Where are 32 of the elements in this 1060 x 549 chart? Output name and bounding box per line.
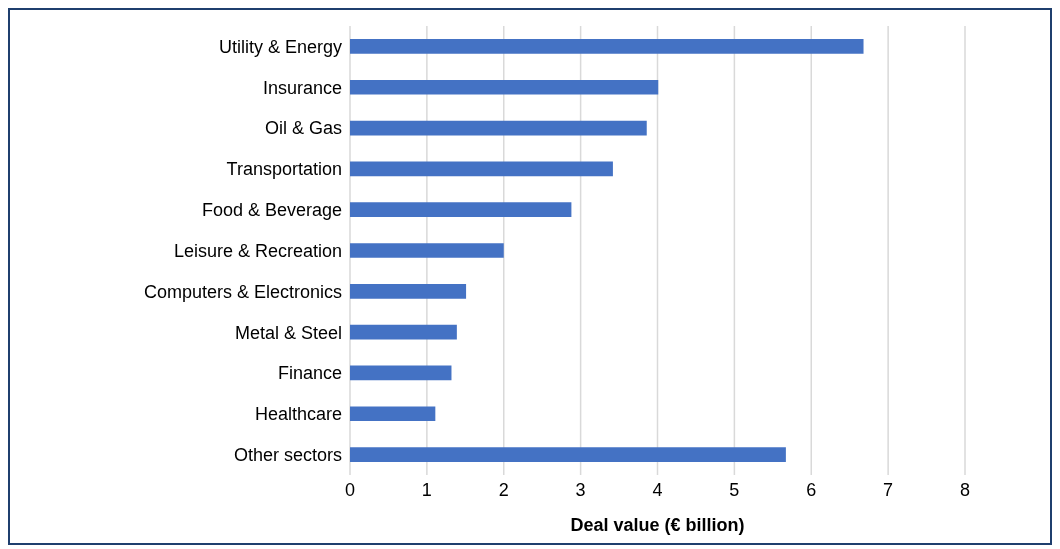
x-tick-label: 0 [344,479,356,500]
y-tick-label: Oil & Gas [264,118,342,139]
x-tick-label: 5 [729,479,740,500]
bar [350,365,452,381]
x-tick-label: 7 [883,479,894,500]
bar [350,283,467,299]
bar [350,120,647,136]
x-tick-label: 3 [575,479,586,500]
bar [350,39,864,54]
x-tick-label: 2 [498,479,509,500]
bar [350,406,436,422]
y-tick-label: Utility & Energy [218,36,342,57]
y-tick-label: Other sectors [233,444,342,465]
y-tick-label: Computers & Electronics [143,281,342,302]
y-tick-label: Transportation [226,159,342,180]
bar [350,243,504,258]
bar [350,447,786,462]
x-tick-label: 8 [959,479,971,500]
y-tick-label: Insurance [262,77,342,98]
x-tick-label: 1 [421,479,432,500]
y-tick-label: Finance [277,363,342,384]
y-tick-label: Metal & Steel [234,322,342,343]
bar [350,79,659,95]
y-tick-label: Healthcare [254,404,342,425]
y-tick-label: Food & Beverage [201,200,342,221]
bar [350,324,457,340]
bar [350,202,572,218]
y-tick-label: Leisure & Recreation [173,240,342,261]
x-tick-label: 6 [806,479,817,500]
x-tick-label: 4 [652,479,663,500]
x-axis-title: Deal value (€ billion) [570,515,745,535]
bar [350,161,613,177]
